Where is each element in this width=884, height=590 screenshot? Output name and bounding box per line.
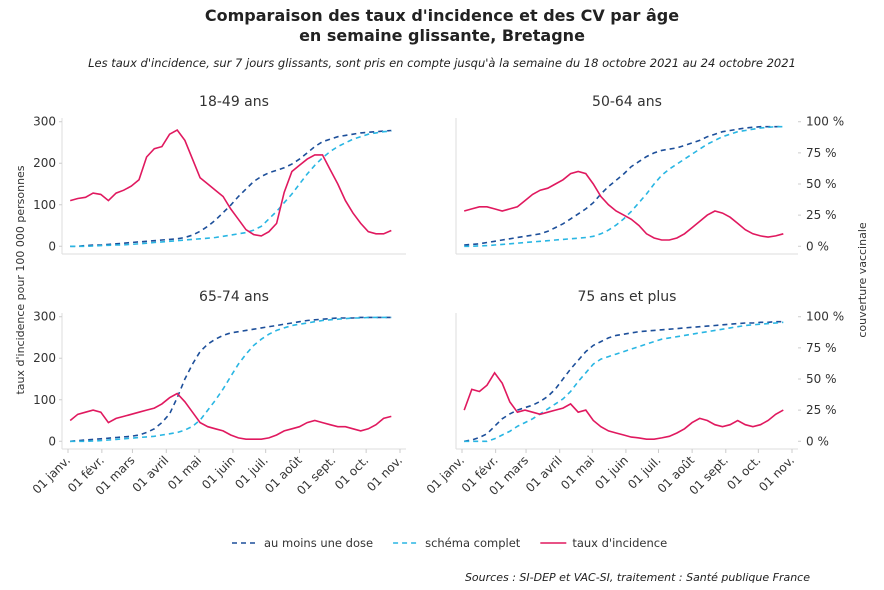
x-tick-label: 01 juin [199,453,238,492]
y-tick-label: 0 [48,434,56,448]
x-tick-label: 01 janv. [424,453,467,496]
y-tick-label: 300 [33,115,56,129]
series-line [69,392,392,440]
legend-label: schéma complet [425,536,521,550]
y2-tick-label: 50 % [806,372,837,386]
y2-tick-label: 100 % [806,310,844,324]
panel-title: 65-74 ans [199,289,269,305]
y-tick-label: 300 [33,310,56,324]
x-tick-label: 01 janv. [30,453,73,496]
y2-tick-label: 0 % [806,239,829,253]
series-line [70,316,392,443]
legend-label: taux d'incidence [572,536,667,550]
series-line [464,125,784,246]
y2-tick-label: 75 % [806,341,837,355]
source: Sources : SI-DEP et VAC-SI, traitement :… [464,571,810,584]
panel-title: 50-64 ans [592,94,662,110]
series-line [70,130,392,248]
panel-title: 18-49 ans [199,94,269,110]
y2-tick-label: 25 % [806,208,837,222]
x-tick-label: 01 avril [130,453,172,495]
series-line [464,320,784,443]
x-tick-label: 01 mai [558,453,597,492]
title: Comparaison des taux d'incidence et des … [204,6,680,45]
y2-tick-label: 0 % [806,434,829,448]
series-line [464,321,784,443]
series-line [69,128,392,237]
y-tick-label: 0 [48,239,56,253]
y-tick-label: 200 [33,351,56,365]
y-tick-label: 100 [33,198,56,212]
series-line [463,170,784,241]
x-tick-label: 01 mai [165,453,204,492]
panel-title: 75 ans et plus [578,289,677,305]
series-line [463,371,784,440]
y2-tick-label: 100 % [806,115,844,129]
x-tick-label: 01 nov. [364,453,405,494]
subtitle: Les taux d'incidence, sur 7 jours glissa… [88,56,796,70]
y-axis-label: taux d'incidence pour 100 000 personnes [14,165,27,394]
y-tick-label: 100 [33,393,56,407]
x-tick-label: 01 nov. [756,453,797,494]
x-tick-label: 01 avril [523,453,565,495]
series-line [70,316,392,443]
x-tick-label: 01 juin [592,453,631,492]
y-tick-label: 200 [33,156,56,170]
series-line [70,129,392,248]
legend-label: au moins une dose [264,536,373,550]
series-line [464,125,784,248]
y2-tick-label: 75 % [806,146,837,160]
y2-axis-label: couverture vaccinale [856,222,869,338]
y2-tick-label: 25 % [806,403,837,417]
y2-tick-label: 50 % [806,177,837,191]
